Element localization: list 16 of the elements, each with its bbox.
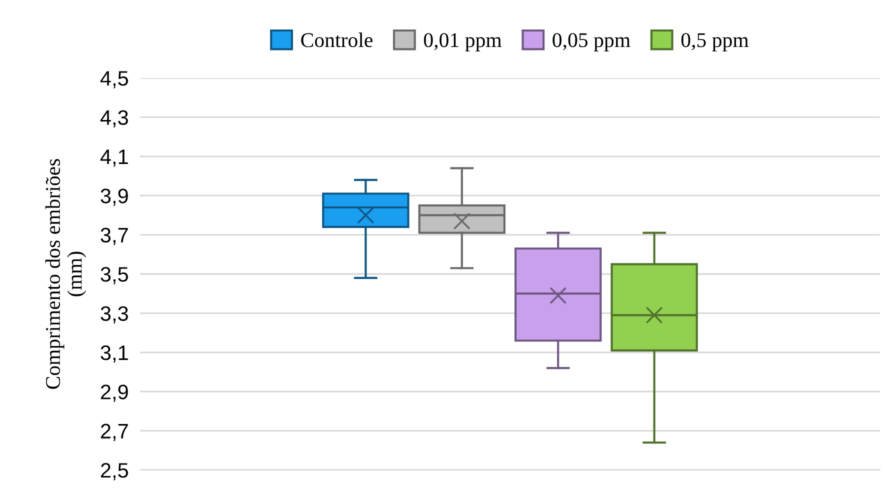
legend-label: Controle bbox=[301, 32, 372, 48]
legend-label: 0,05 ppm bbox=[552, 33, 630, 52]
legend-label: 0,01 ppm bbox=[424, 33, 502, 52]
y-axis-title: Comprimento dos embriões (mm) bbox=[45, 159, 86, 389]
y-tick-label: 3,9 bbox=[100, 188, 128, 206]
legend-label: 0,5 ppm bbox=[681, 33, 749, 52]
y-tick-label: 3,5 bbox=[100, 267, 128, 284]
y-tick-label: 2,5 bbox=[100, 463, 128, 480]
y-tick-label: 4,1 bbox=[100, 150, 128, 167]
y-tick-label: 3,3 bbox=[100, 306, 128, 324]
y-tick-label: 2,9 bbox=[100, 384, 128, 402]
y-tick-label: 2,7 bbox=[100, 424, 128, 442]
y-tick-label: 4,5 bbox=[100, 71, 128, 88]
y-tick-label: 3,1 bbox=[100, 345, 128, 363]
y-tick-label: 4,3 bbox=[100, 110, 128, 128]
y-tick-label: 3,7 bbox=[100, 228, 128, 246]
